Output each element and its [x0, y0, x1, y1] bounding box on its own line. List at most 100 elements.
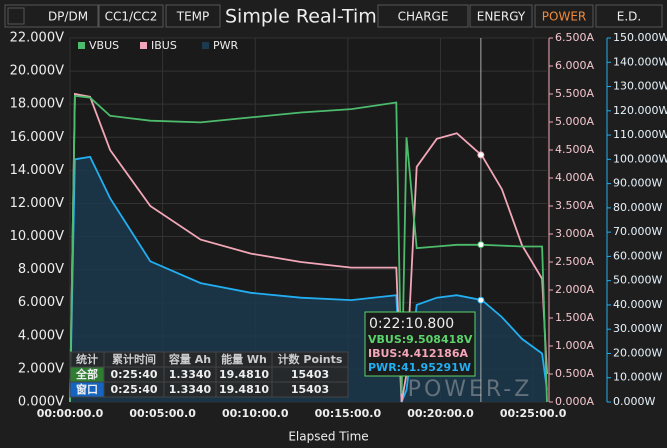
table-cell-text: 统计 — [76, 352, 98, 366]
y-tick-label: 110.000W — [613, 128, 667, 141]
y-tick-label: 3.500A — [555, 199, 594, 212]
tab-label: E.D. — [617, 10, 641, 24]
tab[interactable]: CC1/CC2 — [98, 4, 164, 28]
y-tick-label: 70.000W — [613, 225, 662, 238]
y-tick-label: 30.000W — [613, 322, 662, 335]
y-tick-label: 18.000V — [10, 97, 64, 112]
y-tick-label: 12.000V — [10, 196, 64, 211]
tab-label: POWER — [542, 10, 586, 24]
y-tick-label: 150.000W — [613, 31, 667, 44]
table-cell-text: 1.3340 — [169, 368, 212, 381]
y-tick-label: 0.000W — [613, 395, 655, 408]
tab[interactable]: E.D. — [595, 4, 663, 28]
cursor-dot — [477, 241, 485, 249]
y-tick-label: 4.500A — [555, 143, 594, 156]
tab-background — [4, 4, 99, 28]
y-tick-label: 90.000W — [613, 177, 662, 190]
tab-background — [469, 4, 533, 28]
y-tick-label: 5.500A — [555, 87, 594, 100]
watermark: POWER-Z — [408, 377, 533, 402]
y-tick-label: 4.000V — [18, 328, 64, 343]
y-tick-label: 80.000W — [613, 201, 662, 214]
tab[interactable]: POWER — [534, 4, 594, 28]
x-tick-label: 00:15:00.0 — [315, 407, 382, 420]
y-tick-label: 4.000A — [555, 171, 594, 184]
y-tick-label: 20.000W — [613, 346, 662, 359]
tab-background — [377, 4, 469, 28]
tooltip-value: IBUS:4.412186A — [368, 347, 468, 360]
y-tick-label: 20.000V — [10, 64, 64, 79]
y-tick-label: 130.000W — [613, 80, 667, 93]
y-tick-label: 40.000W — [613, 298, 662, 311]
tab[interactable]: ENERGY — [469, 4, 533, 28]
table-cell-text: 19.4810 — [219, 383, 269, 396]
tooltip-value: PWR:41.95291W — [368, 361, 471, 374]
cursor-dot — [477, 296, 485, 304]
y-tick-label: 1.000A — [555, 339, 594, 352]
tab[interactable]: TEMP — [165, 4, 221, 28]
tooltip-time: 0:22:10.800 — [369, 316, 454, 332]
tab[interactable]: DP/DM — [4, 4, 99, 28]
legend-swatch — [202, 42, 209, 49]
table-cell-text: 0:25:40 — [110, 383, 157, 396]
y-tick-label: 0.000V — [18, 395, 64, 410]
y-tick-label: 0.000A — [555, 395, 594, 408]
y-tick-label: 1.500A — [555, 311, 594, 324]
y-tick-label: 2.500A — [555, 255, 594, 268]
table-cell-text: 19.4810 — [219, 368, 269, 381]
y-tick-label: 50.000W — [613, 274, 662, 287]
table-cell-text: 全部 — [75, 367, 98, 381]
series-line — [69, 94, 548, 403]
menu-icon — [7, 7, 25, 25]
y-tick-label: 14.000V — [10, 163, 64, 178]
tab-label: TEMP — [176, 10, 210, 24]
x-axis-label: Elapsed Time — [288, 430, 368, 444]
y-tick-label: 10.000V — [10, 229, 64, 244]
legend-swatch — [140, 42, 147, 49]
tab-background — [534, 4, 594, 28]
legend-swatch — [78, 42, 85, 49]
y-tick-label: 2.000A — [555, 283, 594, 296]
table-cell-text: 15403 — [291, 383, 329, 396]
y-tick-label: 60.000W — [613, 249, 662, 262]
table-cell-text: 15403 — [291, 368, 329, 381]
table-cell-text: 容量 Ah — [168, 352, 211, 366]
y-tick-label: 0.500A — [555, 367, 594, 380]
tooltip-value: VBUS:9.508418V — [368, 333, 473, 346]
y-tick-label: 5.000A — [555, 115, 594, 128]
y-tick-label: 6.000A — [555, 59, 594, 72]
tab[interactable]: CHARGE — [377, 4, 469, 28]
tab-label: CC1/CC2 — [105, 10, 158, 24]
tab-label: CHARGE — [398, 10, 449, 24]
y-tick-label: 140.000W — [613, 55, 667, 68]
y-tick-label: 2.000V — [18, 361, 64, 376]
table-cell-text: 0:25:40 — [110, 368, 157, 381]
tooltip-box — [364, 311, 476, 377]
tab-label: DP/DM — [48, 10, 88, 24]
x-tick-label: 00:05:00.0 — [129, 407, 196, 420]
table-cell-text: 1.3340 — [169, 383, 212, 396]
y-tick-label: 6.500A — [555, 31, 594, 44]
table-cell-text: 累计时间 — [112, 352, 156, 366]
y-tick-label: 6.000V — [18, 295, 64, 310]
y-tick-label: 22.000V — [10, 31, 64, 46]
table-cell — [271, 381, 349, 398]
legend-label: PWR — [213, 39, 239, 52]
x-tick-label: 00:20:00.0 — [407, 407, 474, 420]
x-tick-label: 00:25:00.0 — [500, 407, 567, 420]
table-cell-text: 能量 Wh — [221, 352, 267, 366]
y-tick-label: 8.000V — [18, 262, 64, 277]
y-tick-label: 100.000W — [613, 152, 667, 165]
tab-background — [165, 4, 221, 28]
cursor-dot — [477, 151, 485, 159]
y-tick-label: 120.000W — [613, 104, 667, 117]
legend-label: IBUS — [151, 39, 177, 52]
y-tick-label: 3.000A — [555, 227, 594, 240]
tab-background — [98, 4, 164, 28]
x-tick-label: 00:00:00.0 — [37, 407, 104, 420]
tab-background — [595, 4, 663, 28]
tab-label: ENERGY — [477, 10, 526, 24]
table-cell-text: 窗口 — [76, 382, 98, 396]
legend-label: VBUS — [89, 39, 119, 52]
